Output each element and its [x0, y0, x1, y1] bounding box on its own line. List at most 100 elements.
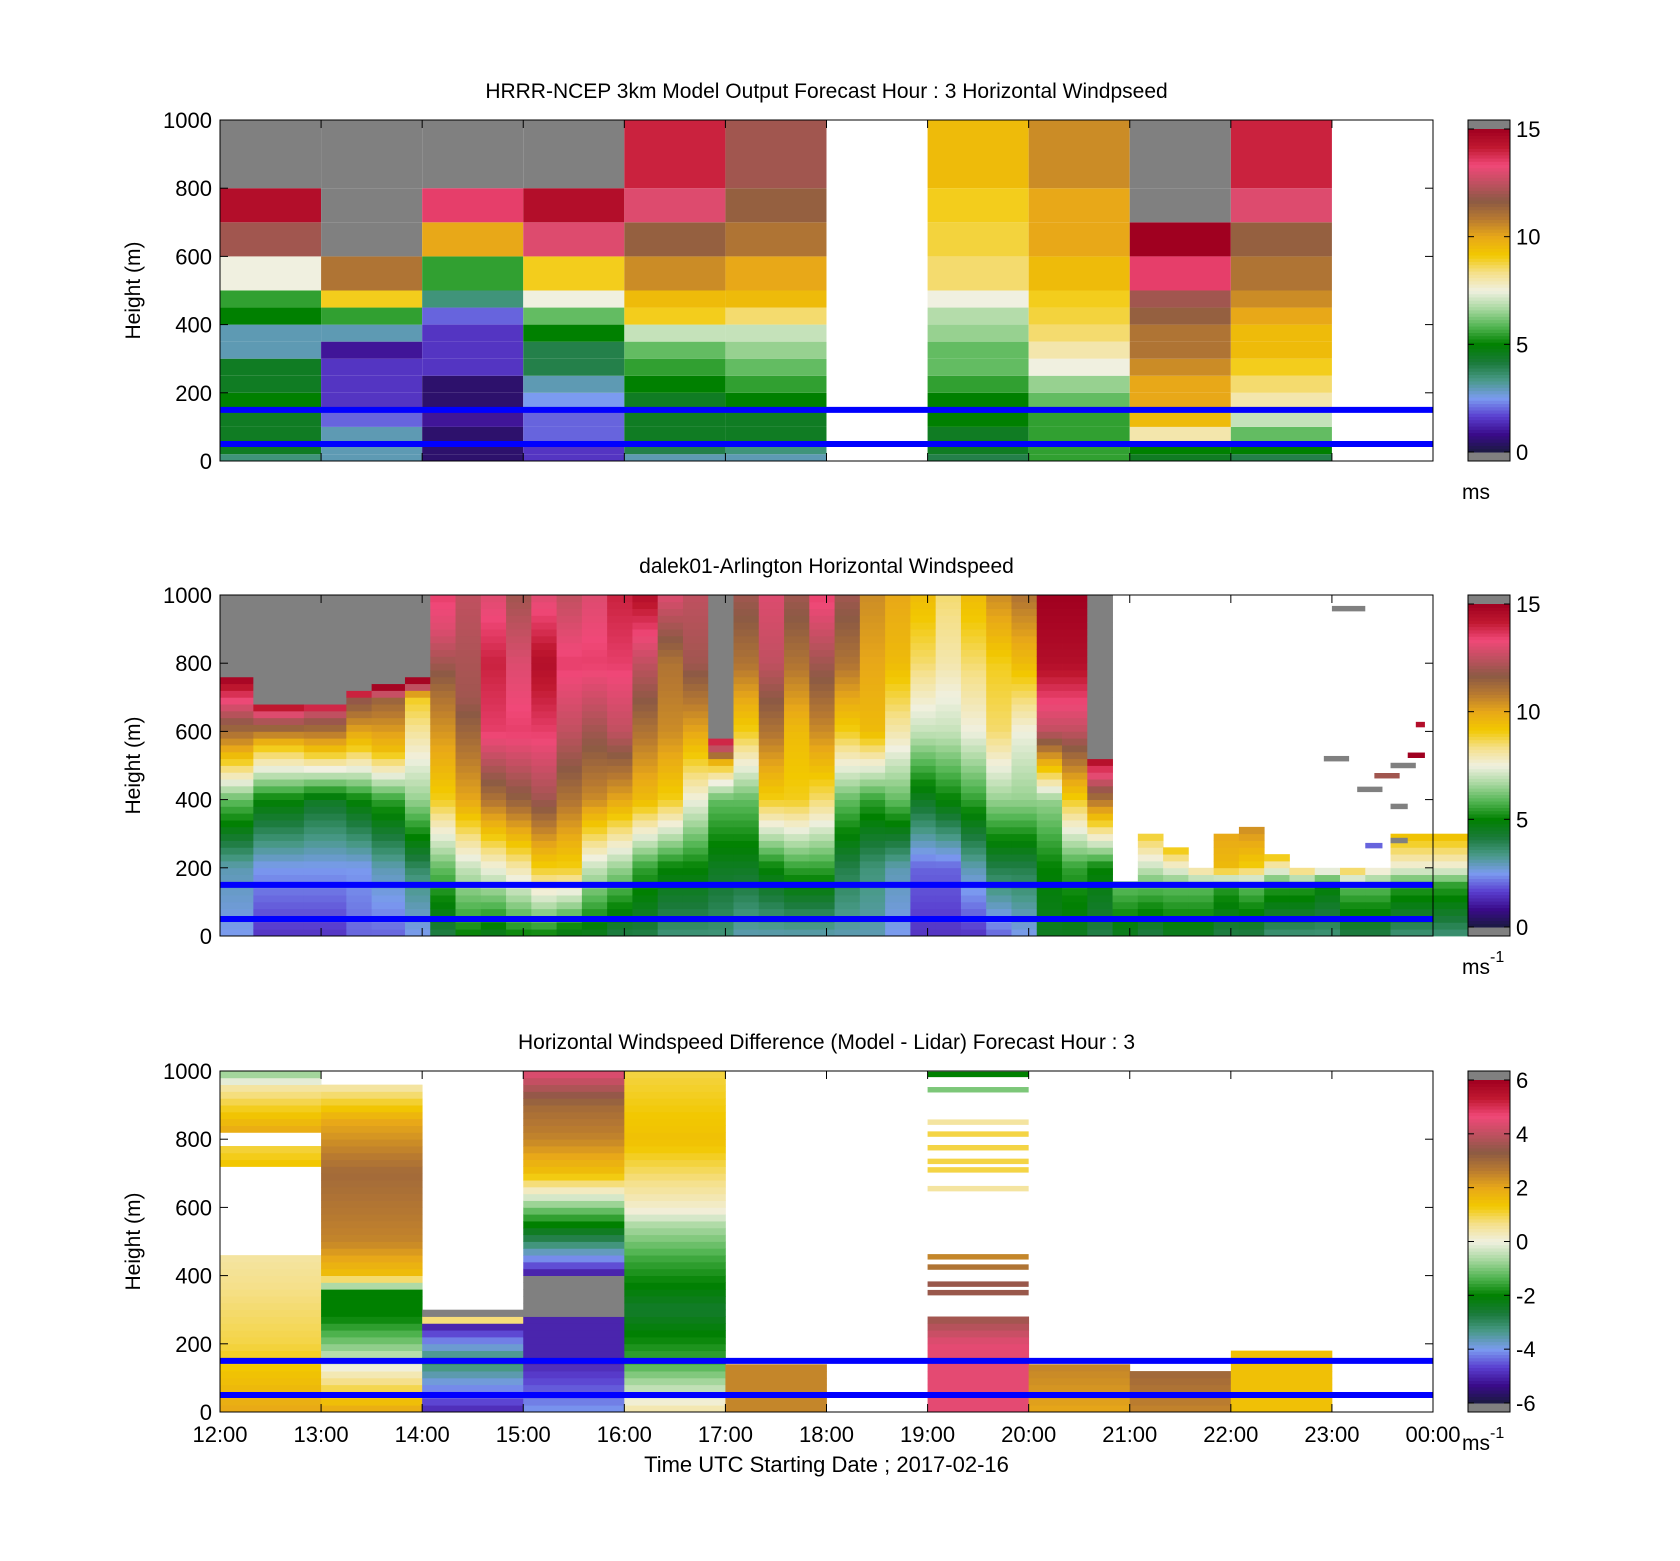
heatmap-cell [784, 854, 810, 862]
heatmap-cell [624, 1227, 726, 1236]
heatmap-cell [910, 758, 937, 766]
heatmap-cell [809, 608, 835, 616]
heatmap-cell [910, 629, 937, 637]
colorbar-step [1468, 917, 1510, 922]
heatmap-cell [430, 813, 456, 821]
heatmap-cell [1011, 595, 1038, 603]
colorbar-step [1468, 662, 1510, 666]
heatmap-cell [531, 663, 558, 671]
heatmap-cell [321, 1098, 423, 1106]
heatmap-cell [531, 874, 558, 882]
heatmap-cell [725, 324, 827, 342]
heatmap-cell [220, 392, 322, 410]
colorbar-step [1468, 862, 1510, 867]
heatmap-cell [404, 888, 431, 896]
heatmap-cell [960, 635, 987, 644]
colorbar-step [1468, 132, 1510, 136]
heatmap-cell [1028, 426, 1130, 444]
heatmap-cell [321, 1323, 423, 1331]
heatmap-cell [784, 922, 810, 930]
heatmap-cell [885, 663, 911, 671]
heatmap-cell [910, 704, 937, 712]
heatmap-cell [927, 324, 1029, 342]
heatmap-cell [708, 615, 734, 623]
heatmap-cell [725, 1398, 827, 1406]
heatmap-cell [404, 895, 431, 903]
colorbar-step [1468, 1325, 1510, 1330]
colorbar-step [1468, 1180, 1510, 1184]
heatmap-cell [303, 595, 347, 603]
heatmap-cell [1028, 1384, 1131, 1392]
heatmap-cell [1213, 922, 1240, 930]
heatmap-cell [531, 772, 558, 780]
heatmap-cell [1062, 901, 1088, 910]
heatmap-cell [422, 341, 524, 359]
heatmap-cell [430, 806, 456, 814]
heatmap-cell [834, 670, 861, 678]
y-axis-label: Height (m) [122, 241, 145, 339]
heatmap-cell [910, 642, 937, 650]
heatmap-cell [303, 847, 347, 855]
heatmap-cell [708, 731, 734, 739]
heatmap-cell [1390, 847, 1493, 855]
colorbar-step [1468, 1209, 1510, 1213]
heatmap-cell [986, 731, 1012, 739]
x-tick-labels: 12:00 13:00 14:00 15:00 16:00 17:00 18:00 19:00… [192, 1422, 1460, 1447]
heatmap-cell [581, 676, 608, 685]
heatmap-cell [1238, 874, 1265, 882]
colorbar-step [1468, 154, 1510, 159]
heatmap-cell [253, 867, 305, 876]
y-axis-label: Height (m) [122, 716, 145, 814]
y-tick-label: 1000 [163, 1059, 212, 1084]
heatmap-cell [404, 826, 431, 835]
heatmap-cell [1062, 874, 1088, 882]
heatmap-cell [523, 1371, 625, 1379]
heatmap-cell [531, 683, 558, 691]
heatmap-cell [733, 751, 760, 760]
colorbar-step [1468, 704, 1510, 708]
heatmap-cell [1011, 874, 1038, 882]
heatmap-cell [885, 895, 911, 903]
heatmap-cell [1289, 908, 1316, 916]
heatmap-cell [581, 847, 608, 855]
heatmap-cell [220, 908, 254, 916]
heatmap-cell [1340, 895, 1366, 903]
colorbar-step [1468, 839, 1510, 844]
heatmap-cell [303, 785, 347, 794]
heatmap-cell [624, 1261, 726, 1270]
heatmap-cell [624, 1350, 726, 1358]
heatmap-cell [885, 656, 911, 664]
heatmap-cell [859, 710, 886, 719]
heatmap-cell [480, 690, 507, 698]
heatmap-cell [455, 929, 482, 937]
heatmap-cell [1087, 888, 1113, 896]
heatmap-cell [220, 1146, 322, 1154]
heatmap-cell [986, 751, 1012, 760]
heatmap-cell [758, 847, 785, 855]
heatmap-cell [986, 888, 1012, 896]
x-tick-label: 17:00 [698, 1422, 753, 1447]
colorbar-step [1468, 830, 1510, 834]
heatmap-cell [220, 840, 254, 848]
heatmap-cell [531, 888, 558, 896]
heatmap-cell [927, 1330, 1030, 1338]
heatmap-cell [455, 615, 482, 623]
heatmap-cell [1163, 847, 1189, 855]
heatmap-cell [682, 670, 709, 678]
heatmap-cell [708, 670, 734, 678]
heatmap-cell [220, 1350, 322, 1358]
heatmap-cell [321, 1118, 423, 1126]
heatmap-cell [935, 656, 962, 664]
colorbar-step [1468, 784, 1510, 789]
heatmap-cell [220, 847, 254, 855]
heatmap-cell [784, 826, 810, 835]
heatmap-cell [346, 690, 373, 698]
heatmap-cell [321, 1350, 423, 1358]
heatmap-cell [1264, 895, 1290, 903]
heatmap-cell [506, 908, 532, 916]
heatmap-cell [321, 1146, 423, 1154]
colorbar-step [1468, 678, 1510, 683]
colorbar-step [1468, 225, 1510, 230]
heatmap-cell [523, 358, 625, 376]
